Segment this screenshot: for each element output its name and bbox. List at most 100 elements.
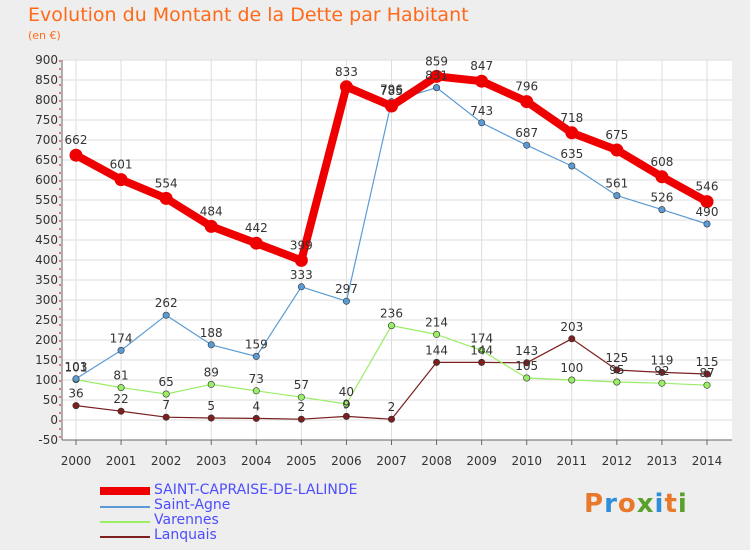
data-point bbox=[703, 220, 711, 228]
data-label: 115 bbox=[696, 355, 719, 369]
data-label: 105 bbox=[515, 359, 538, 373]
logo-letter: P bbox=[584, 489, 605, 519]
legend-label: Lanquais bbox=[154, 527, 217, 543]
data-label: 65 bbox=[159, 375, 174, 389]
data-label: 859 bbox=[425, 54, 448, 68]
y-tick-label: 200 bbox=[35, 333, 58, 347]
data-label: 100 bbox=[560, 361, 583, 375]
data-point bbox=[339, 80, 353, 94]
data-point bbox=[117, 384, 125, 392]
data-point bbox=[204, 219, 218, 233]
data-label: 399 bbox=[290, 238, 313, 252]
data-point bbox=[387, 322, 395, 330]
data-label: 174 bbox=[110, 331, 133, 345]
data-point bbox=[159, 191, 173, 205]
data-label: 40 bbox=[339, 385, 354, 399]
logo-letter: o bbox=[617, 489, 637, 519]
y-tick-label: 250 bbox=[35, 313, 58, 327]
data-label: 785 bbox=[380, 84, 403, 98]
data-point bbox=[252, 352, 260, 360]
x-tick-label: 2014 bbox=[692, 454, 723, 468]
data-label: 675 bbox=[605, 128, 628, 142]
x-tick-label: 2009 bbox=[466, 454, 497, 468]
data-point bbox=[387, 415, 395, 423]
data-label: 95 bbox=[609, 363, 624, 377]
data-label: 635 bbox=[560, 147, 583, 161]
data-point bbox=[478, 346, 486, 354]
data-point bbox=[72, 402, 80, 410]
plot-area bbox=[62, 60, 732, 440]
data-point bbox=[568, 376, 576, 384]
y-tick-label: 0 bbox=[50, 413, 58, 427]
data-label: 333 bbox=[290, 268, 313, 282]
data-point bbox=[207, 414, 215, 422]
logo-letter: i bbox=[677, 489, 688, 519]
data-point bbox=[342, 412, 350, 420]
data-label: 601 bbox=[110, 158, 133, 172]
data-label: 89 bbox=[204, 365, 219, 379]
data-point bbox=[703, 381, 711, 389]
data-label: 546 bbox=[696, 180, 719, 194]
y-tick-label: -50 bbox=[38, 433, 58, 447]
x-tick-label: 2010 bbox=[511, 454, 542, 468]
data-point bbox=[658, 206, 666, 214]
data-label: 174 bbox=[470, 331, 493, 345]
data-label: 442 bbox=[245, 221, 268, 235]
x-tick-label: 2004 bbox=[241, 454, 272, 468]
legend-swatch bbox=[100, 487, 150, 495]
data-label: 7 bbox=[162, 398, 170, 412]
data-point bbox=[114, 173, 128, 187]
x-tick-label: 2011 bbox=[557, 454, 588, 468]
data-label: 57 bbox=[294, 378, 309, 392]
x-tick-label: 2001 bbox=[106, 454, 137, 468]
data-point bbox=[523, 141, 531, 149]
data-point bbox=[252, 414, 260, 422]
data-point bbox=[610, 143, 624, 157]
y-tick-label: 400 bbox=[35, 253, 58, 267]
data-point bbox=[523, 359, 531, 367]
data-point bbox=[69, 148, 83, 162]
labels-layer: 662 601 554 484 442 399 833 785 859 847 796 718 675 6… bbox=[65, 54, 719, 414]
data-label: 214 bbox=[425, 315, 448, 329]
data-point bbox=[342, 297, 350, 305]
data-label: 87 bbox=[699, 366, 714, 380]
x-tick-label: 2006 bbox=[331, 454, 362, 468]
data-label: 144 bbox=[470, 343, 493, 357]
data-label: 81 bbox=[113, 369, 128, 383]
y-tick-label: 100 bbox=[35, 373, 58, 387]
logo-letter: t bbox=[664, 489, 678, 519]
y-tick-label: 50 bbox=[43, 393, 58, 407]
y-tick-label: 150 bbox=[35, 353, 58, 367]
data-point bbox=[655, 170, 669, 184]
x-tick-label: 2000 bbox=[61, 454, 92, 468]
data-label: 833 bbox=[335, 65, 358, 79]
x-tick-label: 2012 bbox=[602, 454, 633, 468]
legend-swatch bbox=[100, 521, 150, 523]
data-label: 743 bbox=[470, 104, 493, 118]
data-label: 188 bbox=[200, 326, 223, 340]
data-point bbox=[478, 358, 486, 366]
data-label: 608 bbox=[650, 155, 673, 169]
y-tick-label: 450 bbox=[35, 233, 58, 247]
data-point bbox=[207, 380, 215, 388]
data-label: 847 bbox=[470, 59, 493, 73]
data-point bbox=[385, 99, 398, 113]
data-label: 159 bbox=[245, 337, 268, 351]
data-point bbox=[703, 370, 711, 378]
data-point bbox=[613, 378, 621, 386]
y-tick-label: 350 bbox=[35, 273, 58, 287]
data-point bbox=[433, 84, 441, 92]
series-layer bbox=[69, 69, 714, 423]
proxiti-logo: Proxiti bbox=[584, 489, 688, 519]
data-point bbox=[700, 195, 714, 209]
data-point bbox=[342, 400, 350, 408]
data-label: 561 bbox=[605, 177, 628, 191]
data-point bbox=[565, 126, 579, 140]
y-tick-label: 500 bbox=[35, 213, 58, 227]
legend-swatch bbox=[100, 506, 150, 508]
y-tick-label: 800 bbox=[35, 93, 58, 107]
x-tick-label: 2013 bbox=[647, 454, 678, 468]
data-point bbox=[613, 366, 621, 374]
data-point bbox=[433, 358, 441, 366]
